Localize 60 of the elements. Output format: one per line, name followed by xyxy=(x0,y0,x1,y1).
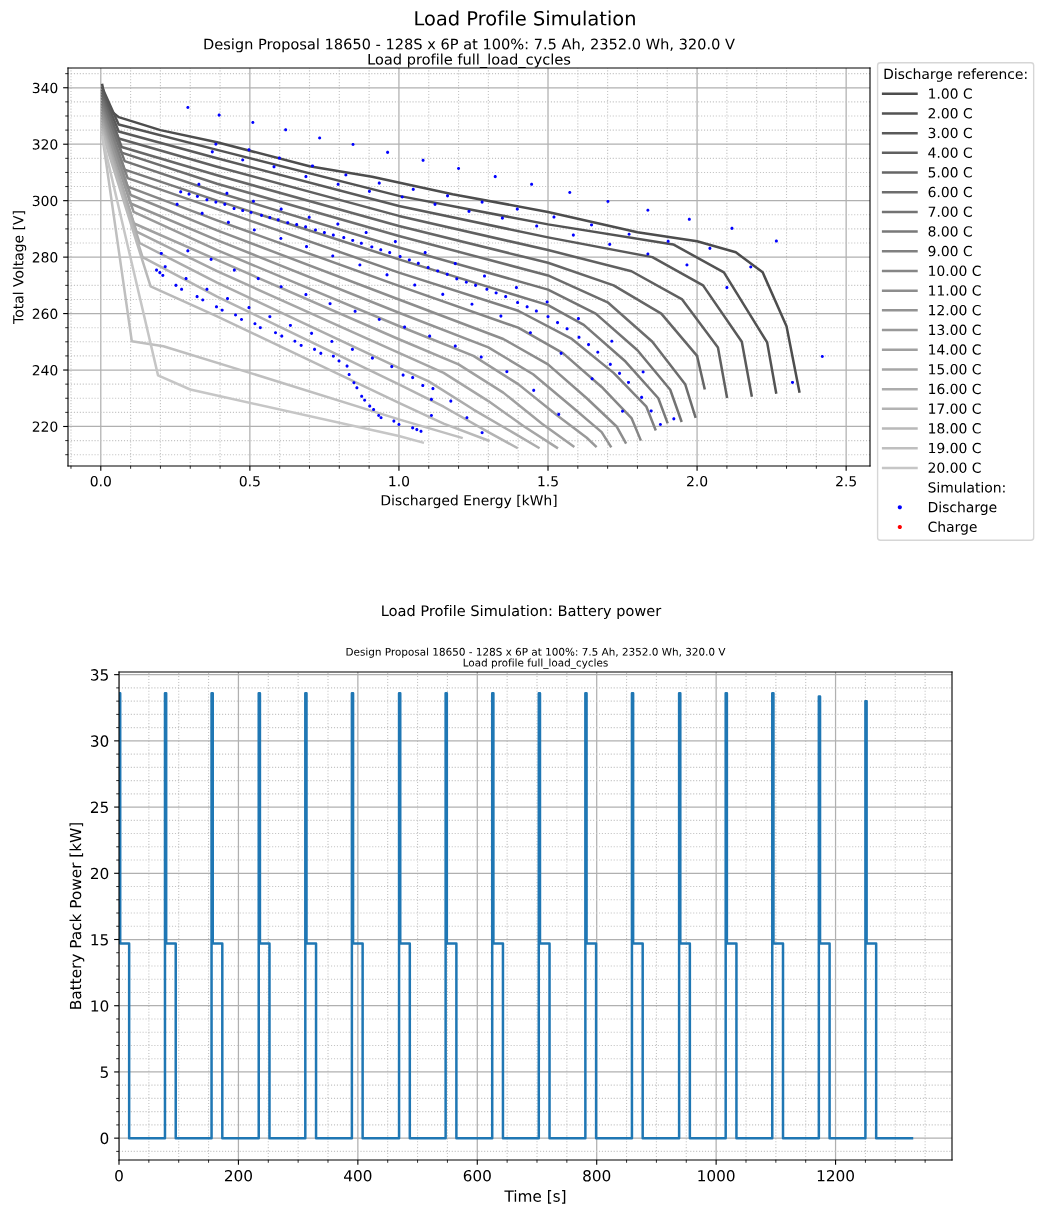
y-tick-label: 15 xyxy=(91,934,108,946)
x-tick-label: 0 xyxy=(115,1169,123,1182)
legend-label: 16.00 C xyxy=(929,383,981,395)
x-tick-label: 0.0 xyxy=(90,475,111,487)
legend-label: 20.00 C xyxy=(928,462,981,473)
legend-label: 5.00 C xyxy=(928,167,972,178)
x-tick-label: 1200 xyxy=(817,1169,854,1182)
x-tick-label: 400 xyxy=(344,1169,372,1182)
y-tick-label: 300 xyxy=(32,195,58,207)
x-tick-label: 800 xyxy=(583,1169,611,1182)
legend-label: 18.00 C xyxy=(929,423,981,434)
y-axis-title: Total Voltage [V] xyxy=(12,211,27,324)
y-tick-label: 20 xyxy=(90,867,109,880)
y-tick-label: 0 xyxy=(100,1132,109,1145)
x-tick-label: 600 xyxy=(463,1169,491,1182)
legend-title: Discharge reference: xyxy=(884,68,1027,82)
legend-label: 14.00 C xyxy=(929,344,981,355)
legend-label: Charge xyxy=(928,521,977,535)
chart-subtitle: Design Proposal 18650 - 128S x 6P at 100%: 7.5 Ah, 2352.0 Wh, 320.0 V Load profile full_load_cycles xyxy=(346,647,726,669)
y-tick-label: 240 xyxy=(32,365,58,376)
legend-label: 13.00 C xyxy=(929,324,981,336)
x-tick-label: 0.5 xyxy=(239,475,260,487)
legend-label: 17.00 C xyxy=(929,403,981,414)
y-axis-title: Battery Pack Power [kW] xyxy=(69,823,85,1009)
y-tick-label: 260 xyxy=(32,308,58,320)
y-tick-label: 340 xyxy=(32,82,58,94)
legend-label: 7.00 C xyxy=(928,206,972,217)
legend-label: 2.00 C xyxy=(928,108,972,119)
legend-label: 8.00 C xyxy=(928,226,972,237)
text: Simulation: xyxy=(928,481,1005,493)
chart-subtitle: Design Proposal 18650 - 128S x 6P at 100%: 7.5 Ah, 2352.0 Wh, 320.0 V Load profile full_load_cycles xyxy=(204,38,735,68)
legend-label: 10.00 C xyxy=(929,265,981,277)
x-tick-label: 1.5 xyxy=(538,476,558,487)
x-axis-title: Discharged Energy [kWh] xyxy=(381,494,557,509)
legend-label: 9.00 C xyxy=(928,245,972,257)
y-tick-label: 35 xyxy=(91,669,108,681)
legend-label: Discharge xyxy=(928,501,997,516)
y-tick-label: 320 xyxy=(32,139,58,150)
legend-label: 4.00 C xyxy=(928,147,972,158)
x-tick-label: 1.0 xyxy=(389,475,410,487)
legend-label: 15.00 C xyxy=(929,364,981,375)
legend-label: 6.00 C xyxy=(928,186,972,198)
y-tick-label: 280 xyxy=(32,252,58,263)
y-tick-label: 10 xyxy=(91,1000,109,1012)
chart-title: Load Profile Simulation: Battery power xyxy=(382,604,662,620)
legend-label: 1.00 C xyxy=(929,88,972,99)
x-tick-label: 2.5 xyxy=(836,475,856,487)
legend-label: 19.00 C xyxy=(929,442,981,454)
y-tick-label: 25 xyxy=(90,801,108,814)
y-tick-label: 30 xyxy=(91,735,109,747)
x-tick-label: 2.0 xyxy=(687,475,708,487)
legend-label: 11.00 C xyxy=(929,285,981,296)
x-tick-label: 200 xyxy=(224,1169,252,1182)
y-tick-label: 5 xyxy=(100,1066,108,1078)
legend-label: 3.00 C xyxy=(928,127,972,139)
x-tick-label: 1000 xyxy=(698,1169,735,1182)
chart-title: Load Profile Simulation xyxy=(415,10,635,26)
x-axis-title: Time [s] xyxy=(504,1190,566,1204)
legend-label: 12.00 C xyxy=(929,304,981,316)
y-tick-label: 220 xyxy=(32,421,58,432)
